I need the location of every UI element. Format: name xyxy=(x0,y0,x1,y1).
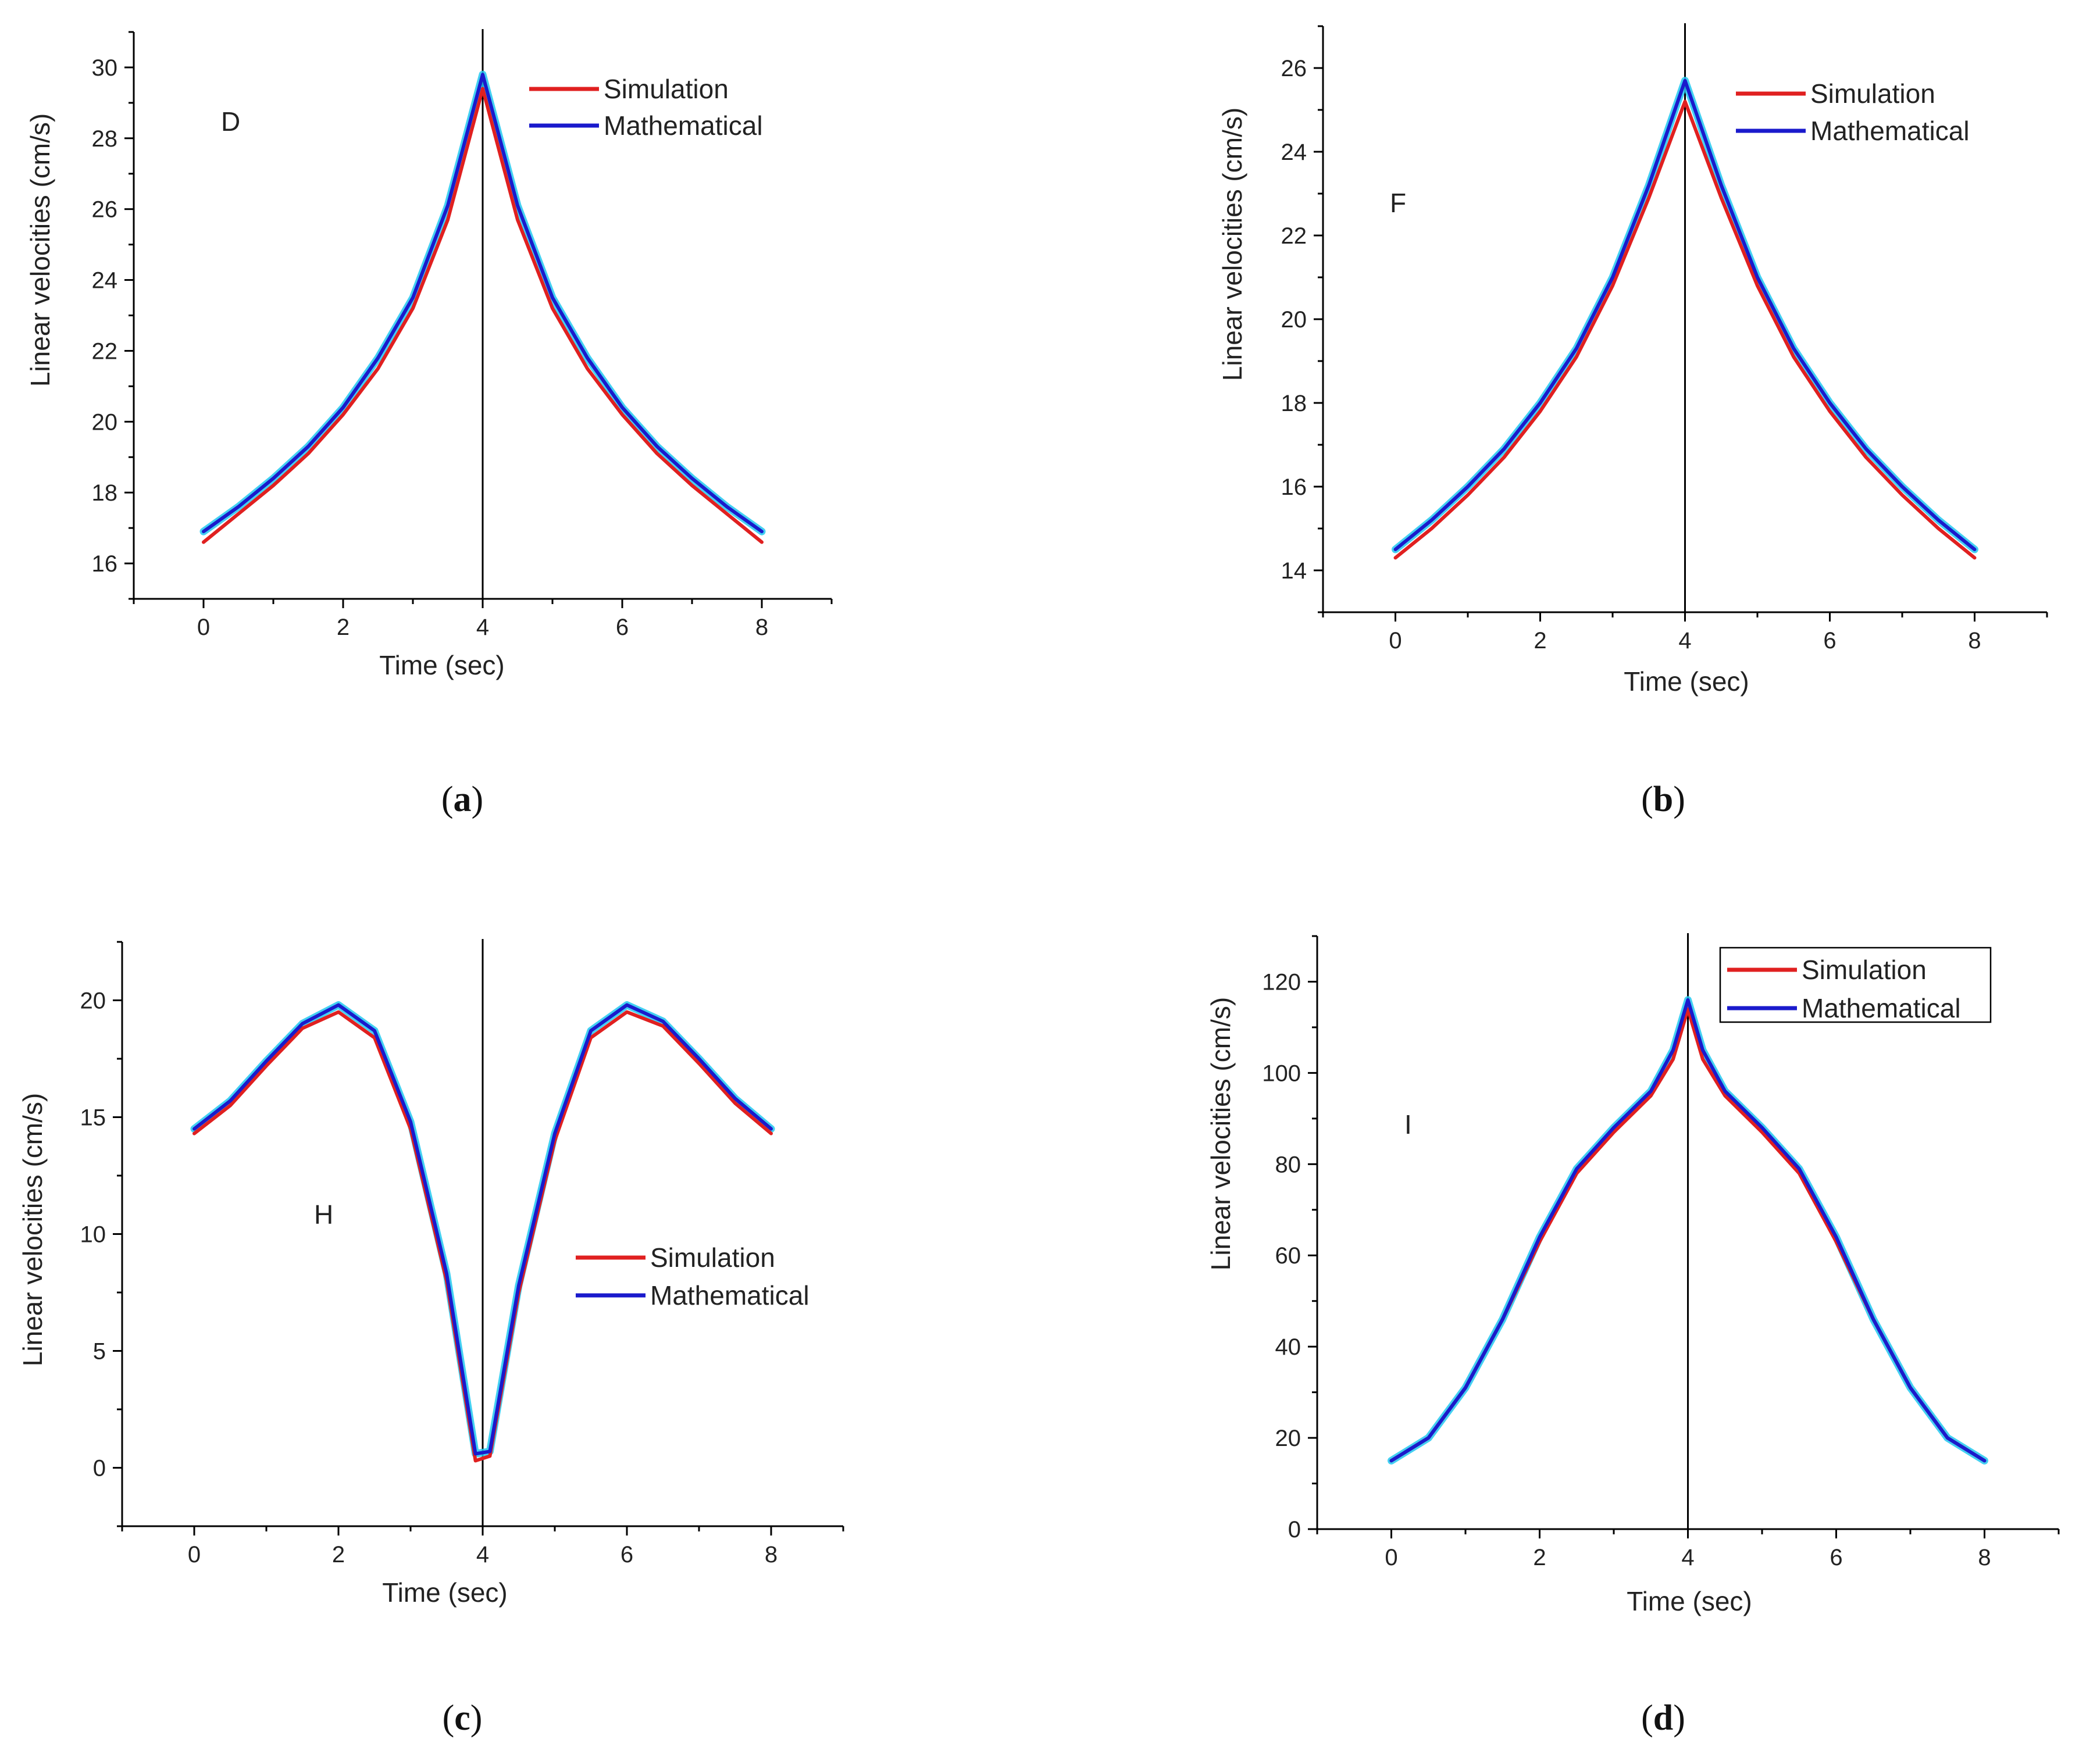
y-tick-label: 20 xyxy=(92,409,118,435)
legend-label-mathematical: Mathematical xyxy=(1802,993,1961,1023)
y-tick-label: 26 xyxy=(1281,56,1307,81)
y-tick-label: 20 xyxy=(1281,307,1307,333)
series-line-mathematical xyxy=(1393,78,1977,551)
series-line-mathematical xyxy=(202,73,764,534)
legend-label-mathematical: Mathematical xyxy=(1810,116,1970,146)
series-line-simulation xyxy=(192,1010,773,1463)
y-axis-label: Linear velocities (cm/s) xyxy=(1217,108,1247,381)
panel-annotation: D xyxy=(221,106,240,137)
y-tick-label: 60 xyxy=(1275,1243,1301,1269)
panel-caption: (a) xyxy=(441,780,483,819)
x-tick-label: 6 xyxy=(621,1542,633,1567)
x-tick-label: 0 xyxy=(188,1542,201,1567)
legend-label-mathematical: Mathematical xyxy=(650,1280,810,1310)
y-tick-label: 22 xyxy=(92,338,118,364)
y-tick-label: 16 xyxy=(1281,474,1307,500)
series-line-simulation xyxy=(1393,99,1977,560)
legend-label-simulation: Simulation xyxy=(604,74,729,104)
y-tick-label: 16 xyxy=(92,551,118,577)
y-tick-label: 26 xyxy=(92,197,118,223)
y-tick-label: 15 xyxy=(80,1105,106,1131)
y-tick-label: 24 xyxy=(1281,140,1307,165)
x-tick-label: 6 xyxy=(1830,1545,1842,1570)
x-tick-label: 6 xyxy=(616,615,629,640)
y-axis-label: Linear velocities (cm/s) xyxy=(1206,997,1236,1270)
panel-annotation: F xyxy=(1390,188,1406,218)
x-tick-label: 4 xyxy=(1678,628,1691,654)
y-tick-label: 10 xyxy=(80,1222,106,1248)
x-tick-label: 2 xyxy=(1533,1545,1546,1570)
y-tick-label: 14 xyxy=(1281,558,1307,584)
y-tick-label: 22 xyxy=(1281,223,1307,249)
y-tick-label: 80 xyxy=(1275,1152,1301,1177)
y-tick-label: 0 xyxy=(1288,1517,1301,1542)
y-tick-label: 0 xyxy=(93,1456,106,1481)
x-axis-label: Time (sec) xyxy=(1627,1586,1752,1616)
x-tick-label: 2 xyxy=(337,615,350,640)
legend-label-mathematical: Mathematical xyxy=(604,110,763,141)
x-tick-label: 4 xyxy=(1681,1545,1694,1570)
legend-label-simulation: Simulation xyxy=(650,1242,775,1273)
x-tick-label: 0 xyxy=(1389,628,1402,654)
y-tick-label: 120 xyxy=(1262,969,1301,995)
y-tick-label: 24 xyxy=(92,268,118,294)
series-line-mathematical xyxy=(192,1003,773,1456)
y-tick-label: 18 xyxy=(1281,391,1307,416)
x-tick-label: 2 xyxy=(1534,628,1546,654)
x-axis-label: Time (sec) xyxy=(382,1577,508,1608)
y-tick-label: 18 xyxy=(92,480,118,506)
y-tick-label: 40 xyxy=(1275,1334,1301,1360)
x-tick-label: 6 xyxy=(1823,628,1836,654)
panel-caption: (c) xyxy=(443,1698,483,1738)
panel-annotation: H xyxy=(314,1199,333,1230)
legend-label-simulation: Simulation xyxy=(1802,955,1927,985)
x-tick-label: 8 xyxy=(1978,1545,1991,1570)
y-tick-label: 5 xyxy=(93,1339,106,1365)
y-tick-label: 100 xyxy=(1262,1060,1301,1086)
x-tick-label: 0 xyxy=(197,615,210,640)
panel-caption: (b) xyxy=(1641,780,1685,819)
x-tick-label: 8 xyxy=(1968,628,1981,654)
panel-caption: (d) xyxy=(1641,1698,1685,1738)
x-tick-label: 8 xyxy=(755,615,768,640)
x-tick-label: 2 xyxy=(332,1542,345,1567)
y-tick-label: 20 xyxy=(1275,1426,1301,1451)
series-line-simulation xyxy=(202,87,764,544)
chart-panel-c: 0 2 4 6 8 0 5 10 15 20 Time (sec) Linear velocities… xyxy=(17,939,844,1738)
y-tick-label: 20 xyxy=(80,988,106,1014)
x-tick-label: 4 xyxy=(476,1542,489,1567)
x-tick-label: 4 xyxy=(476,615,489,640)
y-axis-label: Linear velocities (cm/s) xyxy=(17,1093,48,1366)
y-axis-label: Linear velocities (cm/s) xyxy=(25,113,55,387)
x-tick-label: 8 xyxy=(765,1542,778,1567)
series-line-mathematical xyxy=(1389,998,1987,1463)
x-axis-label: Time (sec) xyxy=(379,650,505,680)
x-tick-label: 0 xyxy=(1385,1545,1397,1570)
x-axis-label: Time (sec) xyxy=(1624,666,1749,697)
legend-label-simulation: Simulation xyxy=(1810,78,1935,109)
y-tick-label: 28 xyxy=(92,126,118,152)
y-tick-label: 30 xyxy=(92,55,118,81)
panel-annotation: I xyxy=(1404,1109,1412,1140)
